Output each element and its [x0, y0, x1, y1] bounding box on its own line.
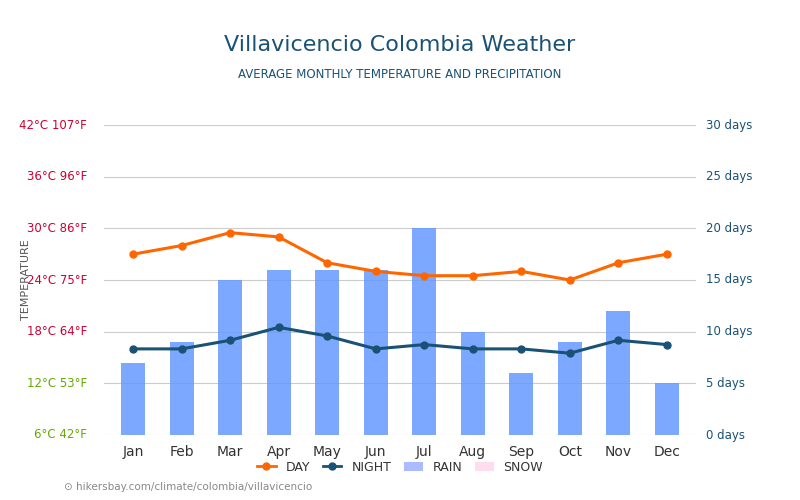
DAY [226, 230, 235, 235]
NIGHT [565, 350, 574, 356]
NIGHT [517, 346, 526, 352]
DAY [468, 272, 478, 278]
DAY [517, 268, 526, 274]
DAY [177, 242, 186, 248]
DAY [614, 260, 623, 266]
Text: 25 days: 25 days [706, 170, 752, 183]
NIGHT [662, 342, 672, 347]
DAY [371, 268, 381, 274]
Bar [654, 384, 679, 435]
NIGHT [177, 346, 186, 352]
DAY [662, 251, 672, 257]
Bar [121, 362, 146, 435]
Text: 10 days: 10 days [706, 325, 752, 338]
NIGHT [274, 324, 283, 330]
Text: 30°C 86°F: 30°C 86°F [27, 222, 87, 235]
Text: 15 days: 15 days [706, 274, 752, 286]
Bar [558, 342, 582, 435]
Bar [170, 342, 194, 435]
Bar [315, 270, 339, 435]
Text: 42°C 107°F: 42°C 107°F [19, 118, 87, 132]
Line: DAY: DAY [130, 229, 670, 283]
DAY [565, 277, 574, 283]
Text: AVERAGE MONTHLY TEMPERATURE AND PRECIPITATION: AVERAGE MONTHLY TEMPERATURE AND PRECIPIT… [238, 68, 562, 80]
NIGHT [128, 346, 138, 352]
Text: 18°C 64°F: 18°C 64°F [26, 325, 87, 338]
Text: 12°C 53°F: 12°C 53°F [27, 377, 87, 390]
Text: ⊙ hikersbay.com/climate/colombia/villavicencio: ⊙ hikersbay.com/climate/colombia/villavi… [64, 482, 312, 492]
Bar [266, 270, 291, 435]
Text: 6°C 42°F: 6°C 42°F [34, 428, 87, 442]
NIGHT [226, 338, 235, 344]
Text: 0 days: 0 days [706, 428, 745, 442]
DAY [274, 234, 283, 240]
Bar [461, 332, 485, 435]
Text: 5 days: 5 days [706, 377, 745, 390]
Bar [218, 280, 242, 435]
Bar [509, 373, 534, 435]
Text: 24°C 75°F: 24°C 75°F [26, 274, 87, 286]
Bar [606, 311, 630, 435]
Text: Villavicencio Colombia Weather: Villavicencio Colombia Weather [224, 35, 576, 55]
Text: 30 days: 30 days [706, 118, 752, 132]
NIGHT [322, 333, 332, 339]
NIGHT [371, 346, 381, 352]
Text: 20 days: 20 days [706, 222, 752, 235]
Legend: DAY, NIGHT, RAIN, SNOW: DAY, NIGHT, RAIN, SNOW [252, 456, 548, 479]
Bar [364, 270, 388, 435]
Bar [412, 228, 436, 435]
NIGHT [614, 338, 623, 344]
DAY [322, 260, 332, 266]
NIGHT [419, 342, 429, 347]
Text: TEMPERATURE: TEMPERATURE [22, 240, 31, 320]
NIGHT [468, 346, 478, 352]
Text: 36°C 96°F: 36°C 96°F [26, 170, 87, 183]
DAY [419, 272, 429, 278]
DAY [128, 251, 138, 257]
Line: NIGHT: NIGHT [130, 324, 670, 356]
